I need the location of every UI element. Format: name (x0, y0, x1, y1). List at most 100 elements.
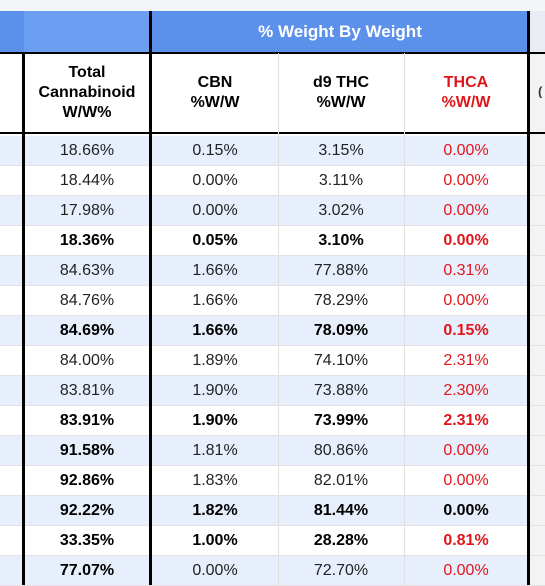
column-divider (404, 53, 405, 585)
cell-thca[interactable]: 0.00% (443, 562, 489, 579)
cell-cbn[interactable]: 0.00% (192, 202, 238, 219)
header-offscreen-column (530, 53, 545, 133)
cell-cbn[interactable]: 1.66% (192, 322, 238, 339)
cell-thca[interactable]: 0.81% (443, 532, 489, 549)
cell-d9-thc[interactable]: 3.15% (318, 142, 364, 159)
table-row: 92.86% 1.83% 82.01% 0.00% (0, 466, 545, 496)
cell-thca[interactable]: 0.00% (443, 472, 489, 489)
cell-thca[interactable]: 2.30% (443, 382, 489, 399)
table-row: 18.44% 0.00% 3.11% 0.00% (0, 166, 545, 196)
cell-total-cannabinoid[interactable]: 77.07% (59, 562, 115, 579)
cell-d9-thc[interactable]: 82.01% (313, 472, 369, 489)
cell-d9-thc[interactable]: 80.86% (313, 442, 369, 459)
offscreen-column (530, 133, 545, 585)
cell-thca[interactable]: 0.00% (443, 232, 489, 249)
cell-thca[interactable]: 0.00% (443, 202, 489, 219)
cell-total-cannabinoid[interactable]: 84.63% (59, 262, 115, 279)
cell-total-cannabinoid[interactable]: 91.58% (59, 442, 115, 459)
cell-d9-thc[interactable]: 72.70% (313, 562, 369, 579)
cell-d9-thc[interactable]: 78.09% (313, 322, 369, 339)
cell-d9-thc[interactable]: 3.02% (318, 202, 364, 219)
cell-thca[interactable]: 0.00% (443, 172, 489, 189)
table-row: 91.58% 1.81% 80.86% 0.00% (0, 436, 545, 466)
cell-d9-thc[interactable]: 78.29% (313, 292, 369, 309)
header-cbn[interactable]: CBN %W/W (152, 53, 278, 133)
cell-total-cannabinoid[interactable]: 83.81% (59, 382, 115, 399)
header-thca[interactable]: THCA %W/W (404, 53, 528, 133)
cell-thca[interactable]: 0.00% (443, 442, 489, 459)
cell-cbn[interactable]: 1.83% (192, 472, 238, 489)
cell-d9-thc[interactable]: 3.10% (318, 232, 364, 249)
cell-total-cannabinoid[interactable]: 84.76% (59, 292, 115, 309)
cell-d9-thc[interactable]: 73.99% (313, 412, 369, 429)
header-band-left (0, 11, 24, 52)
table-row: 83.91% 1.90% 73.99% 2.31% (0, 406, 545, 436)
cell-thca[interactable]: 0.15% (443, 322, 489, 339)
row-divider (0, 195, 545, 196)
cell-cbn[interactable]: 1.00% (192, 532, 238, 549)
group-header-weight-by-weight[interactable]: % Weight By Weight (152, 11, 528, 52)
cell-total-cannabinoid[interactable]: 33.35% (59, 532, 115, 549)
cell-cbn[interactable]: 0.05% (192, 232, 238, 249)
header-divider (0, 52, 545, 54)
cell-total-cannabinoid[interactable]: 92.86% (59, 472, 115, 489)
cell-total-cannabinoid[interactable]: 18.36% (59, 232, 115, 249)
column-divider (278, 53, 279, 585)
cell-cbn[interactable]: 1.90% (192, 382, 238, 399)
cell-d9-thc[interactable]: 73.88% (313, 382, 369, 399)
row-divider (0, 525, 545, 526)
header-band-right (530, 11, 545, 52)
header-bottom-border (0, 132, 545, 134)
table-row: 83.81% 1.90% 73.88% 2.30% (0, 376, 545, 406)
cell-total-cannabinoid[interactable]: 18.66% (59, 142, 115, 159)
cell-d9-thc[interactable]: 3.11% (318, 172, 364, 189)
cell-total-cannabinoid[interactable]: 92.22% (59, 502, 115, 519)
cell-thca[interactable]: 2.31% (443, 412, 489, 429)
cell-cbn[interactable]: 1.90% (192, 412, 238, 429)
cell-thca[interactable]: 2.31% (443, 352, 489, 369)
row-divider (0, 285, 545, 286)
row-divider (0, 255, 545, 256)
row-divider (0, 435, 545, 436)
row-divider (0, 405, 545, 406)
cell-d9-thc[interactable]: 81.44% (313, 502, 369, 519)
cell-thca[interactable]: 0.00% (443, 142, 489, 159)
table-row: 84.00% 1.89% 74.10% 2.31% (0, 346, 545, 376)
cell-total-cannabinoid[interactable]: 84.00% (59, 352, 115, 369)
row-divider (0, 165, 545, 166)
cell-thca[interactable]: 0.00% (443, 502, 489, 519)
table-row: 18.36% 0.05% 3.10% 0.00% (0, 226, 545, 256)
cell-cbn[interactable]: 0.15% (192, 142, 238, 159)
clipped-header-glyph: ( (538, 86, 543, 98)
cell-total-cannabinoid[interactable]: 84.69% (59, 322, 115, 339)
table-row: 77.07% 0.00% 72.70% 0.00% (0, 556, 545, 586)
cell-total-cannabinoid[interactable]: 17.98% (59, 202, 115, 219)
cell-thca[interactable]: 0.31% (443, 262, 489, 279)
header-d9-thc[interactable]: d9 THC %W/W (278, 53, 404, 133)
row-divider (0, 495, 545, 496)
header-band-total (24, 11, 150, 52)
cell-d9-thc[interactable]: 28.28% (313, 532, 369, 549)
cell-cbn[interactable]: 1.89% (192, 352, 238, 369)
cell-d9-thc[interactable]: 77.88% (313, 262, 369, 279)
column-letter-strip (0, 0, 545, 11)
row-divider (0, 225, 545, 226)
row-divider (0, 555, 545, 556)
row-divider (0, 315, 545, 316)
cell-d9-thc[interactable]: 74.10% (313, 352, 369, 369)
table-row: 18.66% 0.15% 3.15% 0.00% (0, 136, 545, 166)
header-total-cannabinoid[interactable]: Total Cannabinoid W/W% (24, 53, 150, 133)
table-row: 17.98% 0.00% 3.02% 0.00% (0, 196, 545, 226)
cell-thca[interactable]: 0.00% (443, 292, 489, 309)
cell-cbn[interactable]: 0.00% (192, 172, 238, 189)
cell-total-cannabinoid[interactable]: 18.44% (59, 172, 115, 189)
cell-total-cannabinoid[interactable]: 83.91% (59, 412, 115, 429)
row-divider (0, 345, 545, 346)
cell-cbn[interactable]: 0.00% (192, 562, 238, 579)
cell-cbn[interactable]: 1.66% (192, 262, 238, 279)
cell-cbn[interactable]: 1.66% (192, 292, 238, 309)
cell-cbn[interactable]: 1.82% (192, 502, 238, 519)
row-divider (0, 375, 545, 376)
cell-cbn[interactable]: 1.81% (192, 442, 238, 459)
